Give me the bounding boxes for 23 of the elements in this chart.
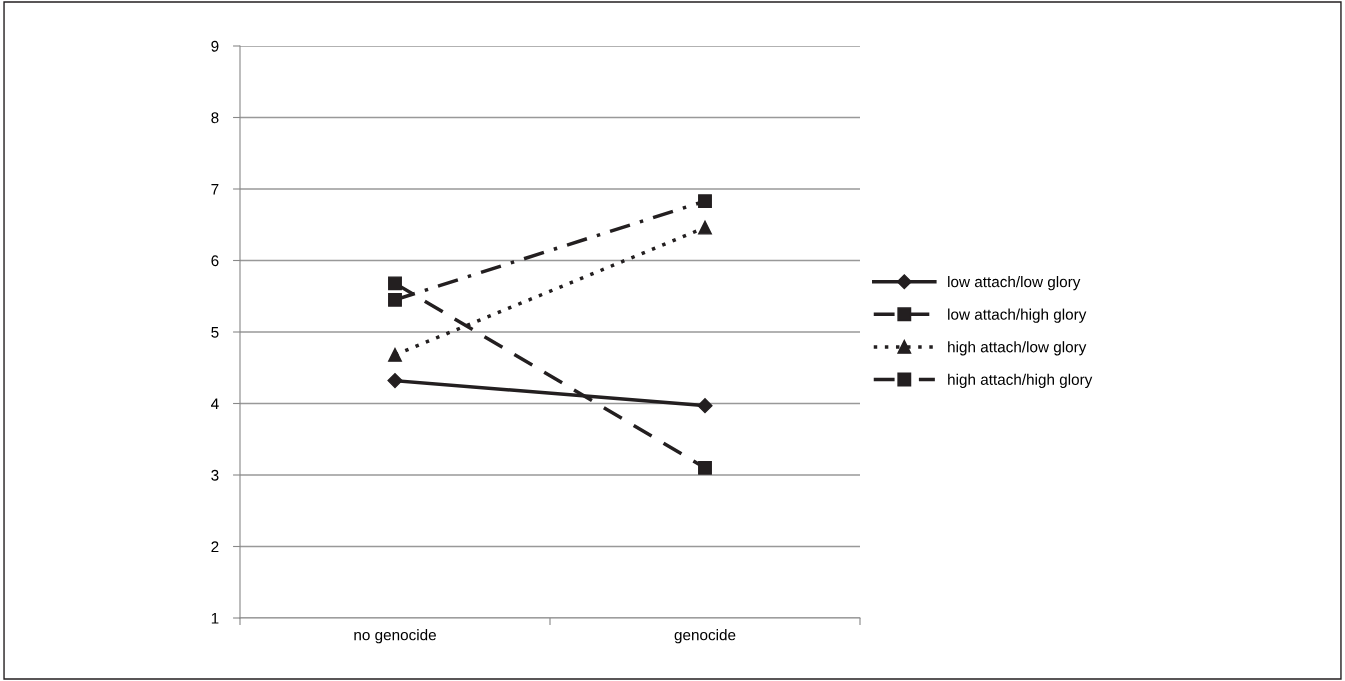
point	[697, 398, 713, 414]
y-tick-label: 6	[211, 255, 219, 267]
point	[388, 276, 402, 291]
x-tick-label: no genocide	[354, 629, 436, 644]
y-tick-label: 5	[211, 327, 219, 338]
point	[698, 194, 712, 209]
legend-label: low attach/high glory	[948, 308, 1087, 323]
y-tick-label: 9	[211, 40, 219, 52]
point	[698, 220, 712, 235]
y-tick-label: 1	[211, 613, 219, 624]
point	[388, 292, 402, 307]
legend-label: high attach/low glory	[948, 341, 1087, 356]
point	[388, 347, 402, 362]
y-tick-label: 8	[211, 112, 219, 124]
y-tick-label: 4	[211, 398, 219, 410]
y-tick-label: 7	[211, 184, 219, 195]
x-tick-label: genocide	[674, 629, 736, 644]
point	[387, 373, 403, 389]
legend-label: high attach/high glory	[948, 373, 1093, 388]
point	[698, 460, 712, 475]
y-tick-label: 3	[211, 469, 219, 481]
y-tick-label: 2	[211, 541, 219, 553]
legend-label: low attach/low glory	[948, 276, 1081, 291]
